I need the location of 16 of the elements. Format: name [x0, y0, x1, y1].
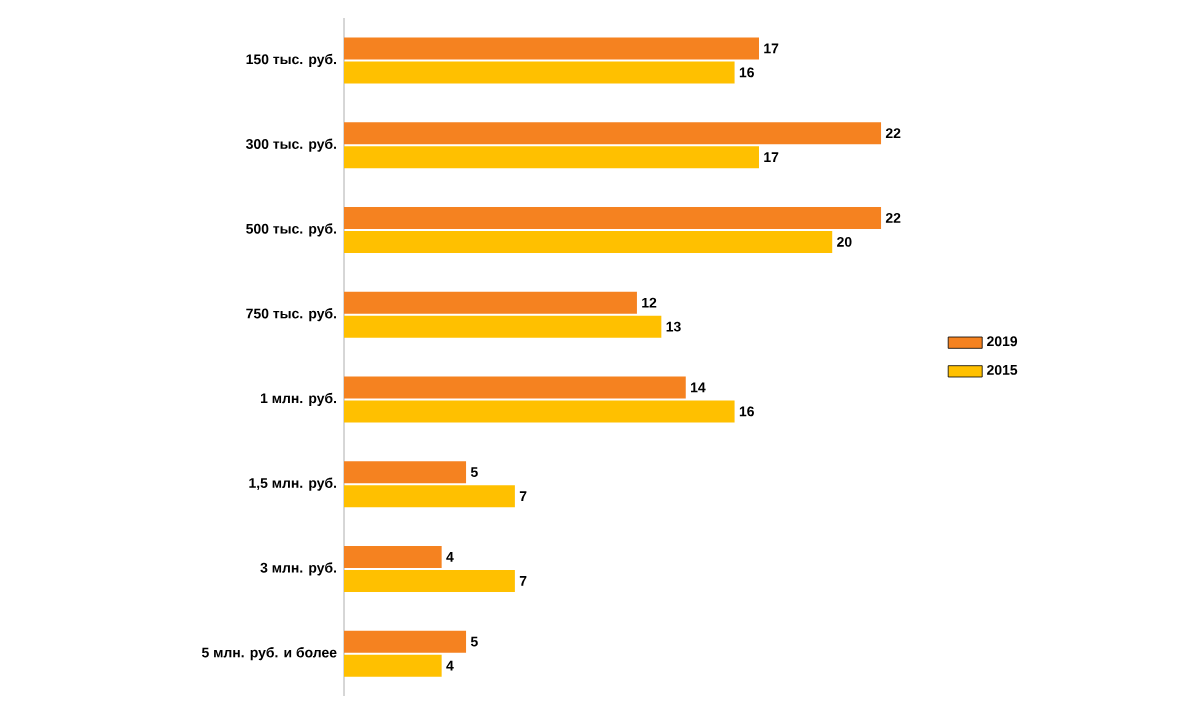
bar	[344, 630, 467, 653]
bar	[344, 400, 735, 423]
bar	[344, 37, 759, 60]
bar	[344, 376, 686, 399]
bar	[344, 569, 515, 592]
bar	[344, 61, 735, 84]
bar	[344, 654, 442, 677]
bar	[344, 291, 637, 314]
bar	[344, 545, 442, 568]
bar	[344, 485, 515, 508]
bar	[344, 315, 662, 338]
bar	[344, 206, 882, 229]
bar	[344, 122, 882, 145]
bar	[344, 146, 759, 169]
bar	[344, 230, 833, 253]
bar	[344, 461, 467, 484]
